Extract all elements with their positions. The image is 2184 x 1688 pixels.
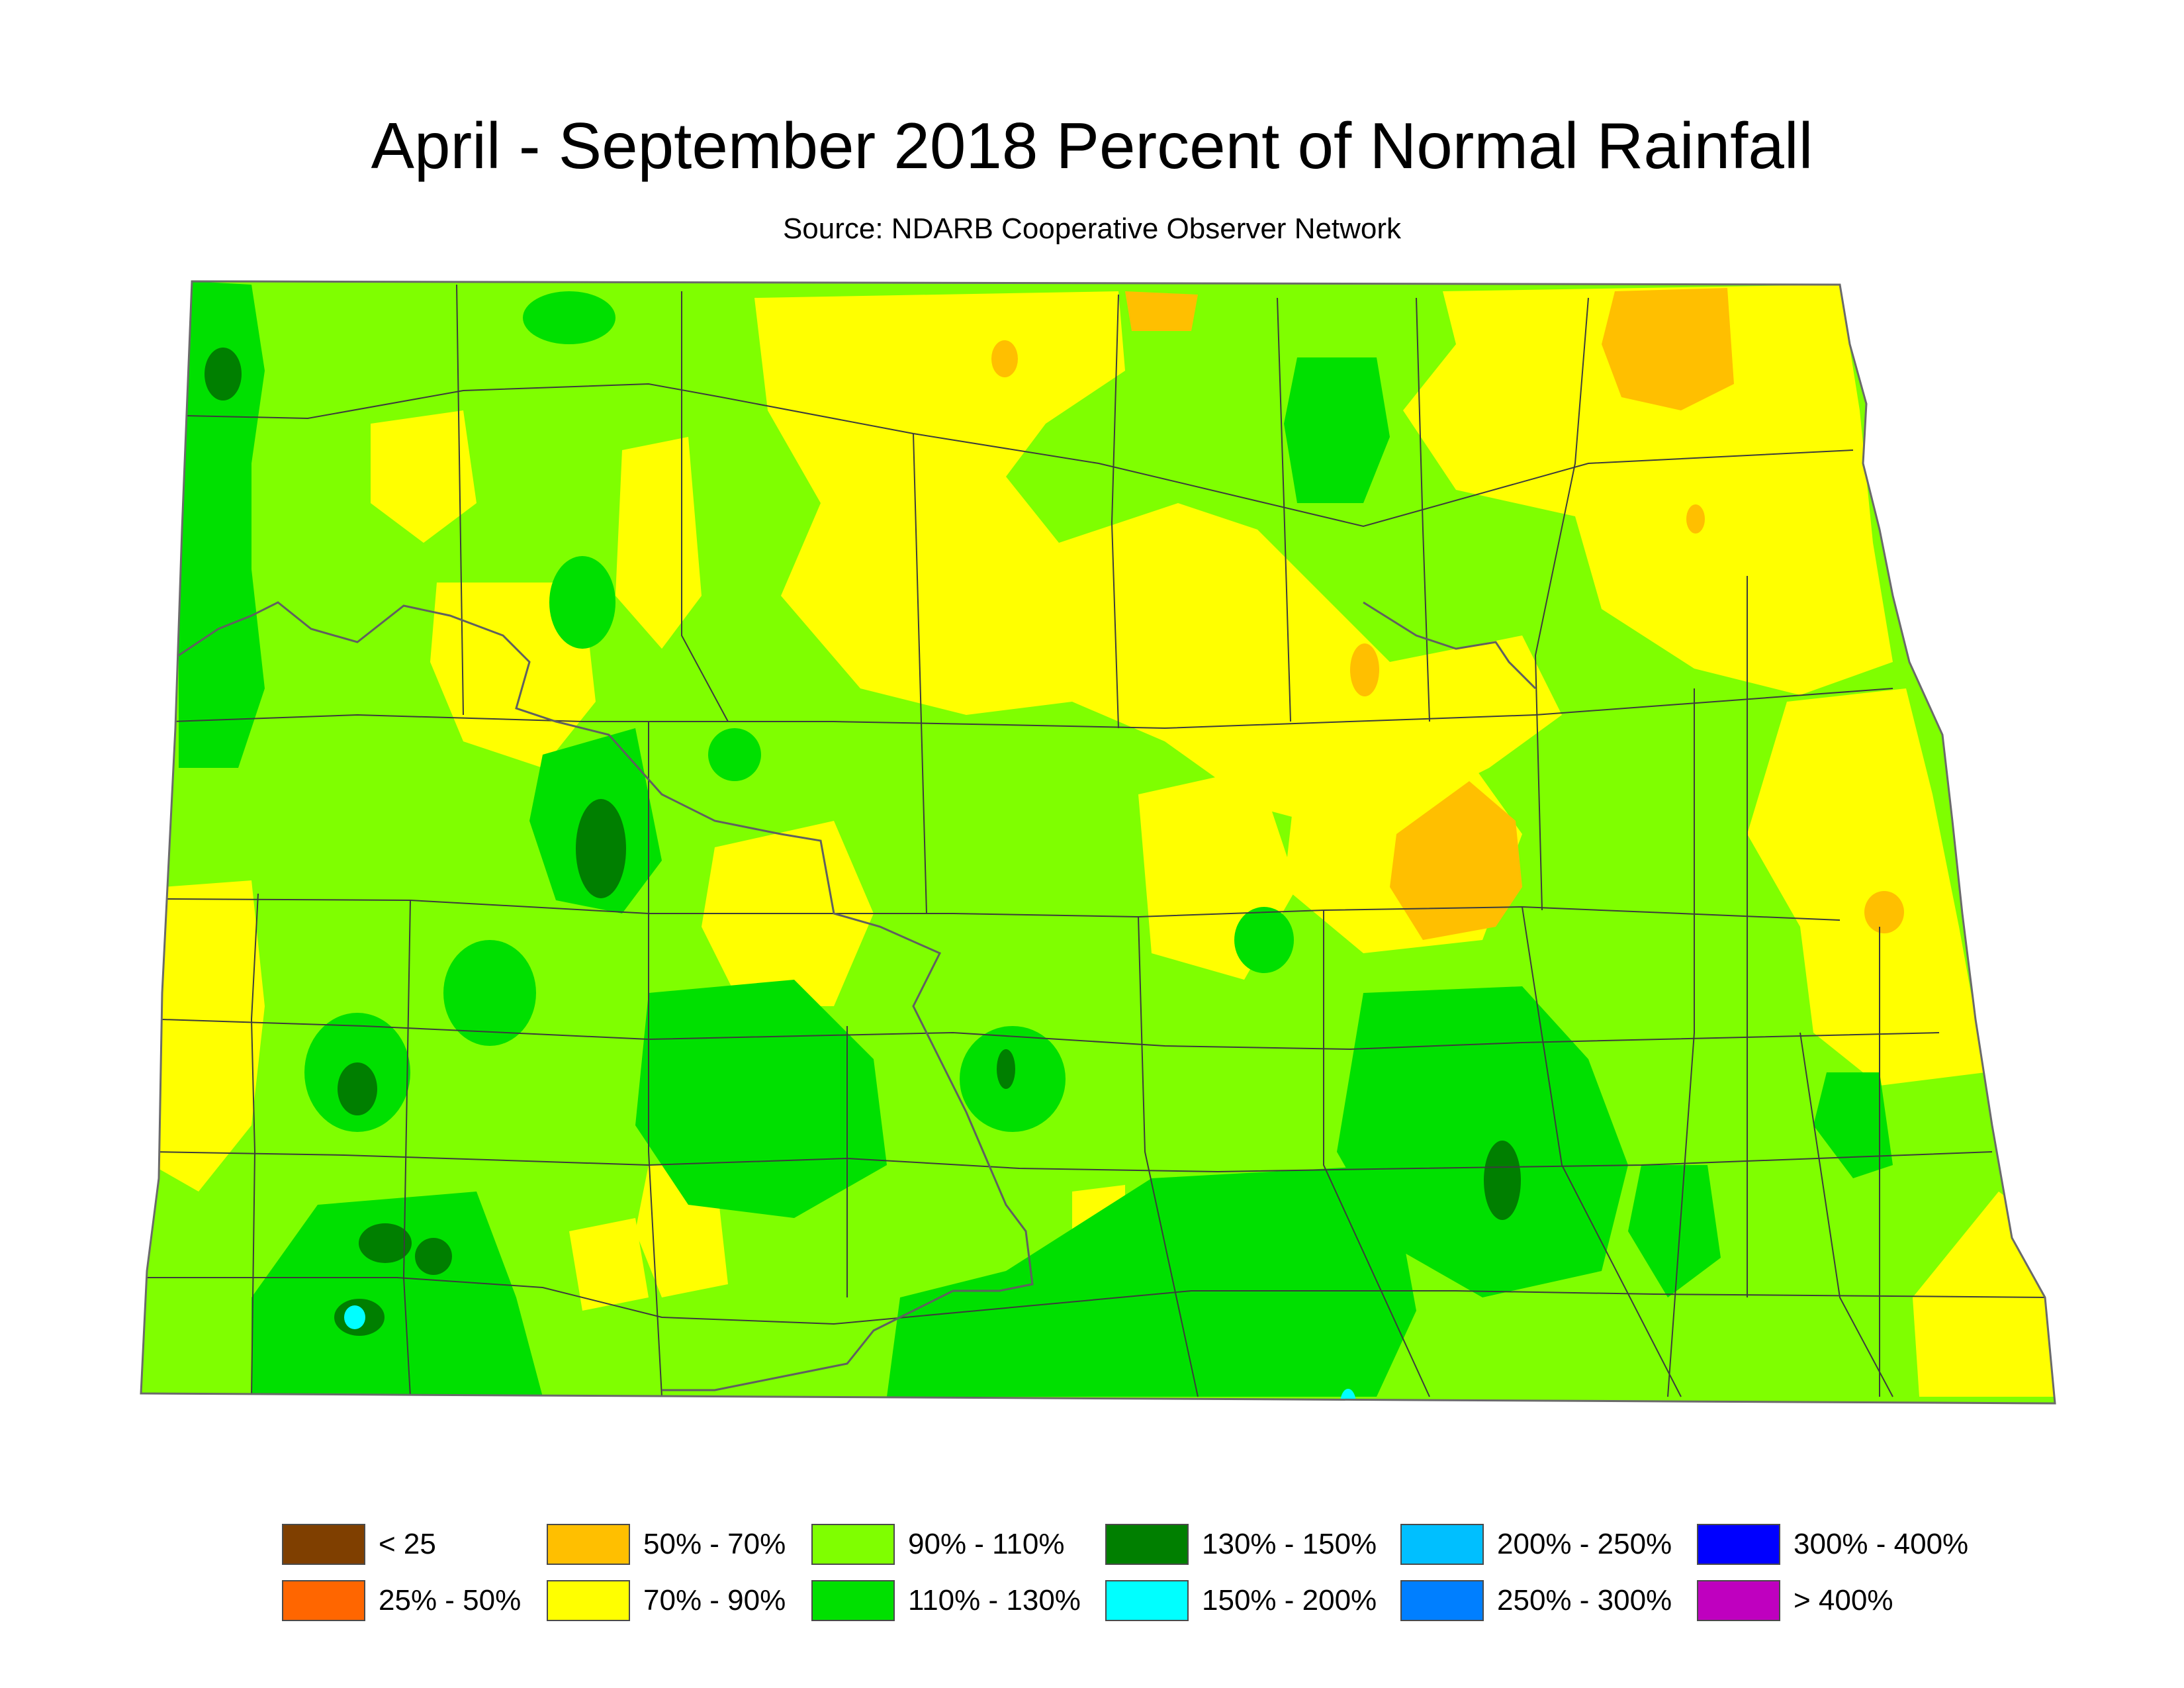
zones-110-130 [179, 281, 1893, 1397]
zones-130-150 [205, 348, 1521, 1336]
state-outline [140, 280, 2056, 1405]
county-lines [146, 284, 2052, 1397]
map-subtitle: Source: NDARB Cooperative Observer Netwo… [782, 212, 1402, 245]
map-title: April - September 2018 Percent of Normal… [371, 109, 1813, 182]
river-lines [178, 601, 1537, 1391]
zones-50-70 [991, 288, 1904, 940]
zones-150-200 [344, 1305, 1356, 1403]
